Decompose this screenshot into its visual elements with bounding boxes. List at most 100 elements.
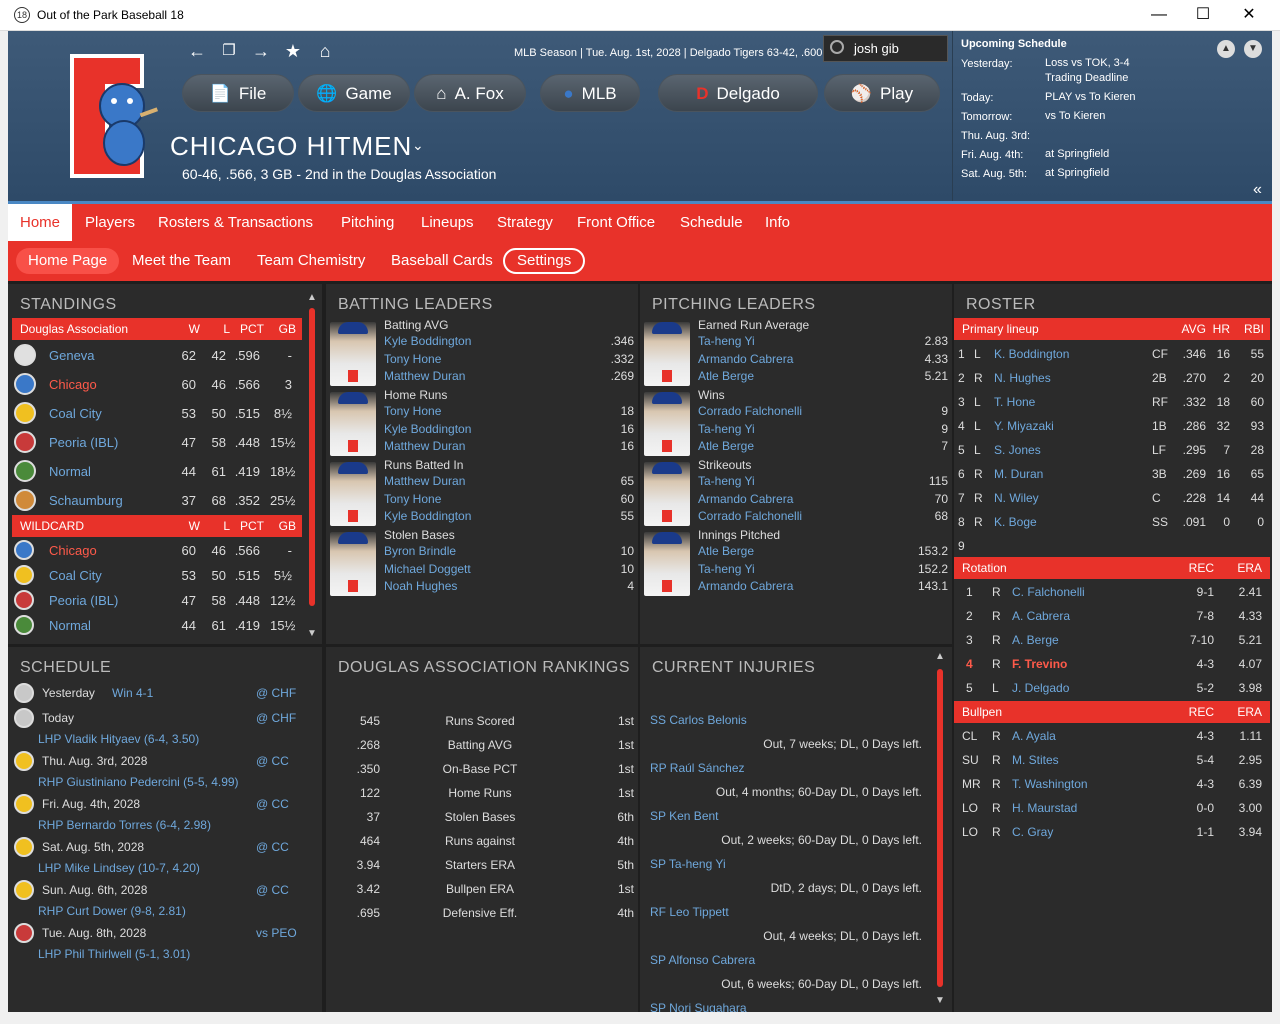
forward-arrow-icon[interactable]: → bbox=[252, 41, 270, 61]
tab-home[interactable]: Home bbox=[8, 204, 73, 241]
rotation-row[interactable]: 3 R A. Berge 7-10 5.21 bbox=[954, 628, 1272, 652]
injury-player-link[interactable]: SS Carlos Belonis bbox=[650, 713, 747, 727]
leader-name-link[interactable]: Atle Berge bbox=[698, 544, 755, 558]
bullpen-player-link[interactable]: T. Washington bbox=[1012, 777, 1088, 791]
standings-team-link[interactable]: Coal City bbox=[49, 406, 102, 421]
leader-name-link[interactable]: Matthew Duran bbox=[384, 439, 466, 453]
lineup-row[interactable]: 8 R K. Boge SS .091 0 0 bbox=[954, 510, 1272, 534]
leader-name-link[interactable]: Kyle Boddington bbox=[384, 421, 472, 436]
player-photo[interactable] bbox=[330, 532, 376, 596]
copy-icon[interactable]: ❐ bbox=[222, 42, 236, 59]
lineup-row[interactable]: 4 L Y. Miyazaki 1B .286 32 93 bbox=[954, 414, 1272, 438]
lineup-row[interactable]: 6 R M. Duran 3B .269 16 65 bbox=[954, 462, 1272, 486]
lineup-player-link[interactable]: N. Hughes bbox=[994, 371, 1051, 385]
star-icon[interactable]: ★ bbox=[284, 41, 302, 61]
leader-name-link[interactable]: Tony Hone bbox=[384, 351, 442, 366]
tab-front-office[interactable]: Front Office bbox=[577, 214, 656, 231]
wildcard-row[interactable]: Chicago 60 46 .566 - bbox=[8, 538, 304, 563]
wildcard-row[interactable]: Normal 44 61 .419 15½ bbox=[8, 613, 304, 638]
player-photo[interactable] bbox=[330, 322, 376, 386]
injury-player-link[interactable]: SP Alfonso Cabrera bbox=[650, 953, 756, 967]
subtab-meet-the-team[interactable]: Meet the Team bbox=[132, 252, 231, 269]
standings-team-link[interactable]: Peoria (IBL) bbox=[49, 435, 119, 450]
manager-menu-button[interactable]: ⌂ A. Fox bbox=[414, 74, 526, 112]
bullpen-row[interactable]: MR R T. Washington 4-3 6.39 bbox=[954, 772, 1272, 796]
injury-player-link[interactable]: SP Ken Bent bbox=[650, 809, 719, 823]
injury-player-link[interactable]: RP Raúl Sánchez bbox=[650, 761, 745, 775]
leader-name-link[interactable]: Matthew Duran bbox=[384, 474, 466, 488]
scroll-down-icon[interactable]: ▼ bbox=[935, 995, 945, 1006]
player-photo[interactable] bbox=[330, 462, 376, 526]
rotation-row[interactable]: 1 R C. Falchonelli 9-1 2.41 bbox=[954, 580, 1272, 604]
standings-scrollbar[interactable] bbox=[309, 308, 315, 606]
scroll-up-icon[interactable]: ▲ bbox=[935, 651, 945, 662]
player-photo[interactable] bbox=[644, 322, 690, 386]
standings-team-link[interactable]: Chicago bbox=[49, 543, 97, 558]
bullpen-row[interactable]: LO R C. Gray 1-1 3.94 bbox=[954, 820, 1272, 844]
standings-row[interactable]: Geneva 62 42 .596 - bbox=[8, 341, 304, 370]
standings-row[interactable]: Peoria (IBL) 47 58 .448 15½ bbox=[8, 428, 304, 457]
schedule-result-link[interactable]: Win 4-1 bbox=[112, 686, 154, 700]
tab-lineups[interactable]: Lineups bbox=[421, 214, 474, 231]
bullpen-player-link[interactable]: M. Stites bbox=[1012, 753, 1059, 767]
lineup-row[interactable]: 7 R N. Wiley C .228 14 44 bbox=[954, 486, 1272, 510]
rotation-player-link[interactable]: A. Berge bbox=[1012, 633, 1059, 647]
lineup-row[interactable]: 2 R N. Hughes 2B .270 2 20 bbox=[954, 366, 1272, 390]
standings-team-link[interactable]: Chicago bbox=[49, 377, 97, 392]
standings-team-link[interactable]: Normal bbox=[49, 618, 91, 633]
standings-team-link[interactable]: Geneva bbox=[49, 348, 95, 363]
schedule-location-link[interactable]: vs PEO bbox=[256, 926, 297, 940]
schedule-row[interactable]: Today @ CHF LHP Vladik Hityaev (6-4, 3.50) bbox=[8, 706, 308, 749]
leader-name-link[interactable]: Ta-heng Yi bbox=[698, 334, 755, 348]
player-photo[interactable] bbox=[644, 462, 690, 526]
leader-name-link[interactable]: Tony Hone bbox=[384, 491, 442, 506]
standings-row[interactable]: Coal City 53 50 .515 8½ bbox=[8, 399, 304, 428]
standings-row[interactable]: Normal 44 61 .419 18½ bbox=[8, 457, 304, 486]
bullpen-player-link[interactable]: A. Ayala bbox=[1012, 729, 1056, 743]
wildcard-row[interactable]: Peoria (IBL) 47 58 .448 12½ bbox=[8, 588, 304, 613]
leader-name-link[interactable]: Armando Cabrera bbox=[698, 351, 794, 366]
maximize-button[interactable]: ☐ bbox=[1195, 6, 1211, 23]
bullpen-player-link[interactable]: C. Gray bbox=[1012, 825, 1054, 839]
scroll-down-icon[interactable]: ▼ bbox=[307, 628, 317, 639]
collapse-up-icon[interactable]: ▲ bbox=[1217, 40, 1235, 58]
rotation-row[interactable]: 4 R F. Trevino 4-3 4.07 bbox=[954, 652, 1272, 676]
lineup-player-link[interactable]: K. Boddington bbox=[994, 347, 1070, 361]
leader-name-link[interactable]: Byron Brindle bbox=[384, 544, 457, 558]
delgado-menu-button[interactable]: D Delgado bbox=[658, 74, 818, 112]
schedule-row[interactable]: Fri. Aug. 4th, 2028 @ CC RHP Bernardo Torr… bbox=[8, 792, 308, 835]
injuries-scrollbar[interactable] bbox=[937, 669, 943, 987]
subtab-baseball-cards[interactable]: Baseball Cards bbox=[391, 252, 493, 269]
lineup-row[interactable]: 5 L S. Jones LF .295 7 28 bbox=[954, 438, 1272, 462]
wildcard-row[interactable]: Coal City 53 50 .515 5½ bbox=[8, 563, 304, 588]
team-dropdown-chevron-icon[interactable]: ⌄ bbox=[412, 137, 424, 153]
schedule-pitcher-link[interactable]: RHP Curt Dower (9-8, 2.81) bbox=[38, 904, 186, 918]
leader-name-link[interactable]: Noah Hughes bbox=[384, 579, 458, 593]
bullpen-row[interactable]: LO R H. Maurstad 0-0 3.00 bbox=[954, 796, 1272, 820]
schedule-row[interactable]: Yesterday Win 4-1 @ CHF bbox=[8, 681, 308, 706]
leader-name-link[interactable]: Kyle Boddington bbox=[384, 334, 472, 348]
leader-name-link[interactable]: Ta-heng Yi bbox=[698, 421, 755, 436]
lineup-player-link[interactable]: T. Hone bbox=[994, 395, 1036, 409]
schedule-pitcher-link[interactable]: RHP Bernardo Torres (6-4, 2.98) bbox=[38, 818, 211, 832]
close-button[interactable]: ✕ bbox=[1242, 6, 1256, 23]
leader-name-link[interactable]: Armando Cabrera bbox=[698, 579, 794, 593]
file-menu-button[interactable]: 📄 File bbox=[182, 74, 294, 112]
tab-pitching[interactable]: Pitching bbox=[341, 214, 395, 231]
subtab-team-chemistry[interactable]: Team Chemistry bbox=[257, 252, 366, 269]
leader-name-link[interactable]: Corrado Falchonelli bbox=[698, 509, 803, 523]
tab-strategy[interactable]: Strategy bbox=[497, 214, 553, 231]
expand-down-icon[interactable]: ▼ bbox=[1244, 40, 1262, 58]
tab-rosters[interactable]: Rosters & Transactions bbox=[158, 214, 314, 231]
standings-team-link[interactable]: Peoria (IBL) bbox=[49, 593, 119, 608]
standings-team-link[interactable]: Coal City bbox=[49, 568, 102, 583]
search-input[interactable]: josh gib bbox=[823, 35, 948, 62]
scroll-up-icon[interactable]: ▲ bbox=[307, 292, 317, 303]
injury-player-link[interactable]: SP Ta-heng Yi bbox=[650, 857, 726, 871]
leader-name-link[interactable]: Michael Doggett bbox=[384, 561, 471, 576]
rotation-player-link[interactable]: J. Delgado bbox=[1012, 681, 1070, 695]
rotation-row[interactable]: 2 R A. Cabrera 7-8 4.33 bbox=[954, 604, 1272, 628]
play-button[interactable]: ⚾ Play bbox=[824, 74, 940, 112]
leader-name-link[interactable]: Kyle Boddington bbox=[384, 509, 472, 523]
lineup-player-link[interactable]: N. Wiley bbox=[994, 491, 1039, 505]
